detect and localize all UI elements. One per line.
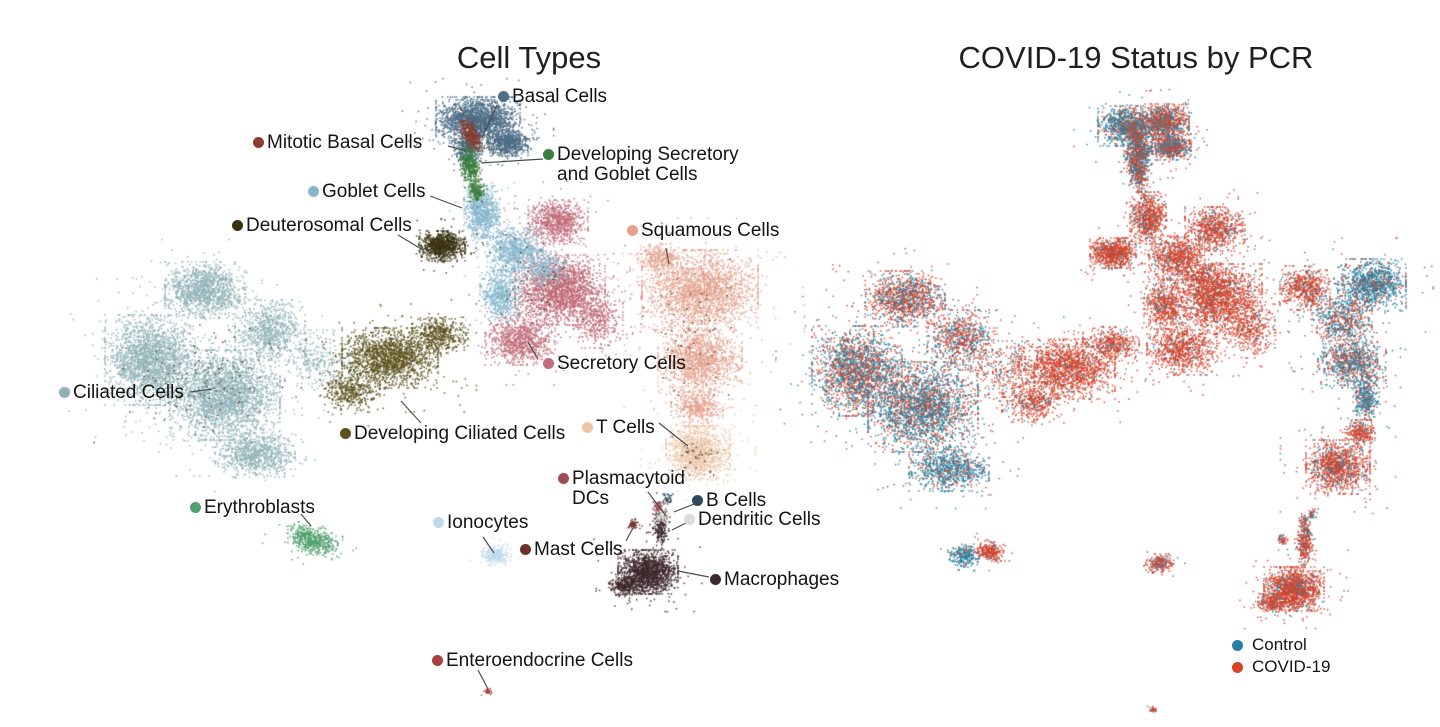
cluster-label-text: Plasmacytoid DCs <box>572 468 685 509</box>
cluster-dot-icon <box>543 358 554 369</box>
cluster-dot-icon <box>684 514 695 525</box>
cluster-label: Developing Ciliated Cells <box>340 424 565 444</box>
cluster-label-text: Erythroblasts <box>204 497 315 518</box>
legend-label: COVID-19 <box>1252 657 1331 676</box>
cluster-dot-icon <box>190 502 201 513</box>
cluster-label-text: Mast Cells <box>534 539 623 560</box>
cluster-label: Mast Cells <box>520 540 623 560</box>
cluster-label: Erythroblasts <box>190 498 315 518</box>
cluster-label-text: B Cells <box>706 490 767 511</box>
cluster-label: B Cells <box>692 491 766 511</box>
cluster-label-text: Ionocytes <box>447 512 529 533</box>
cluster-dot-icon <box>692 495 703 506</box>
cluster-label: Developing Secretory and Goblet Cells <box>543 145 739 185</box>
left-plot-title: Cell Types <box>456 40 602 75</box>
legend-dot-icon <box>1232 639 1243 651</box>
cluster-dot-icon <box>558 473 569 484</box>
cluster-label: Enteroendocrine Cells <box>432 651 633 671</box>
cluster-dot-icon <box>59 387 70 398</box>
cluster-dot-icon <box>432 655 443 666</box>
cluster-label: Plasmacytoid DCs <box>558 469 685 509</box>
cluster-label-text: Basal Cells <box>512 86 608 107</box>
cluster-label-text: T Cells <box>596 417 655 438</box>
cluster-label-text: Developing Secretory and Goblet Cells <box>557 144 739 185</box>
cluster-label-text: Goblet Cells <box>322 181 426 202</box>
cluster-label-text: Developing Ciliated Cells <box>354 423 566 444</box>
cluster-dot-icon <box>232 220 243 231</box>
cluster-dot-icon <box>520 544 531 555</box>
cluster-label-text: Macrophages <box>724 569 840 590</box>
cluster-label-text: Deuterosomal Cells <box>246 215 412 236</box>
cluster-label: Deuterosomal Cells <box>232 216 412 236</box>
cluster-label: Basal Cells <box>498 87 607 107</box>
cluster-label-text: Ciliated Cells <box>73 382 184 403</box>
legend: Control COVID-19 <box>1232 634 1330 678</box>
cluster-label: T Cells <box>582 418 655 438</box>
cluster-label-text: Dendritic Cells <box>698 509 821 530</box>
cluster-dot-icon <box>582 422 593 433</box>
cluster-dot-icon <box>308 186 319 197</box>
cluster-dot-icon <box>433 517 444 528</box>
legend-dot-icon <box>1232 661 1243 673</box>
cluster-dot-icon <box>710 574 721 585</box>
legend-label: Control <box>1252 635 1307 654</box>
cluster-label: Squamous Cells <box>627 221 779 241</box>
cluster-label: Goblet Cells <box>308 182 426 202</box>
cluster-label-text: Enteroendocrine Cells <box>446 650 633 671</box>
cluster-dot-icon <box>340 428 351 439</box>
cluster-dot-icon <box>498 91 509 102</box>
cluster-label-text: Mitotic Basal Cells <box>267 132 423 153</box>
cluster-label: Macrophages <box>710 570 839 590</box>
cluster-label: Ionocytes <box>433 513 528 533</box>
cluster-label: Mitotic Basal Cells <box>253 133 422 153</box>
cluster-label-text: Squamous Cells <box>641 220 780 241</box>
cluster-dot-icon <box>627 225 638 236</box>
right-plot-title: COVID-19 Status by PCR <box>958 40 1314 75</box>
cluster-dot-icon <box>253 137 264 148</box>
cluster-label: Dendritic Cells <box>684 510 820 530</box>
cluster-label: Secretory Cells <box>543 354 686 374</box>
legend-item: COVID-19 <box>1232 656 1330 678</box>
cluster-dot-icon <box>543 149 554 160</box>
cluster-label-text: Secretory Cells <box>557 353 686 374</box>
cluster-label: Ciliated Cells <box>59 383 184 403</box>
legend-item: Control <box>1232 634 1330 656</box>
